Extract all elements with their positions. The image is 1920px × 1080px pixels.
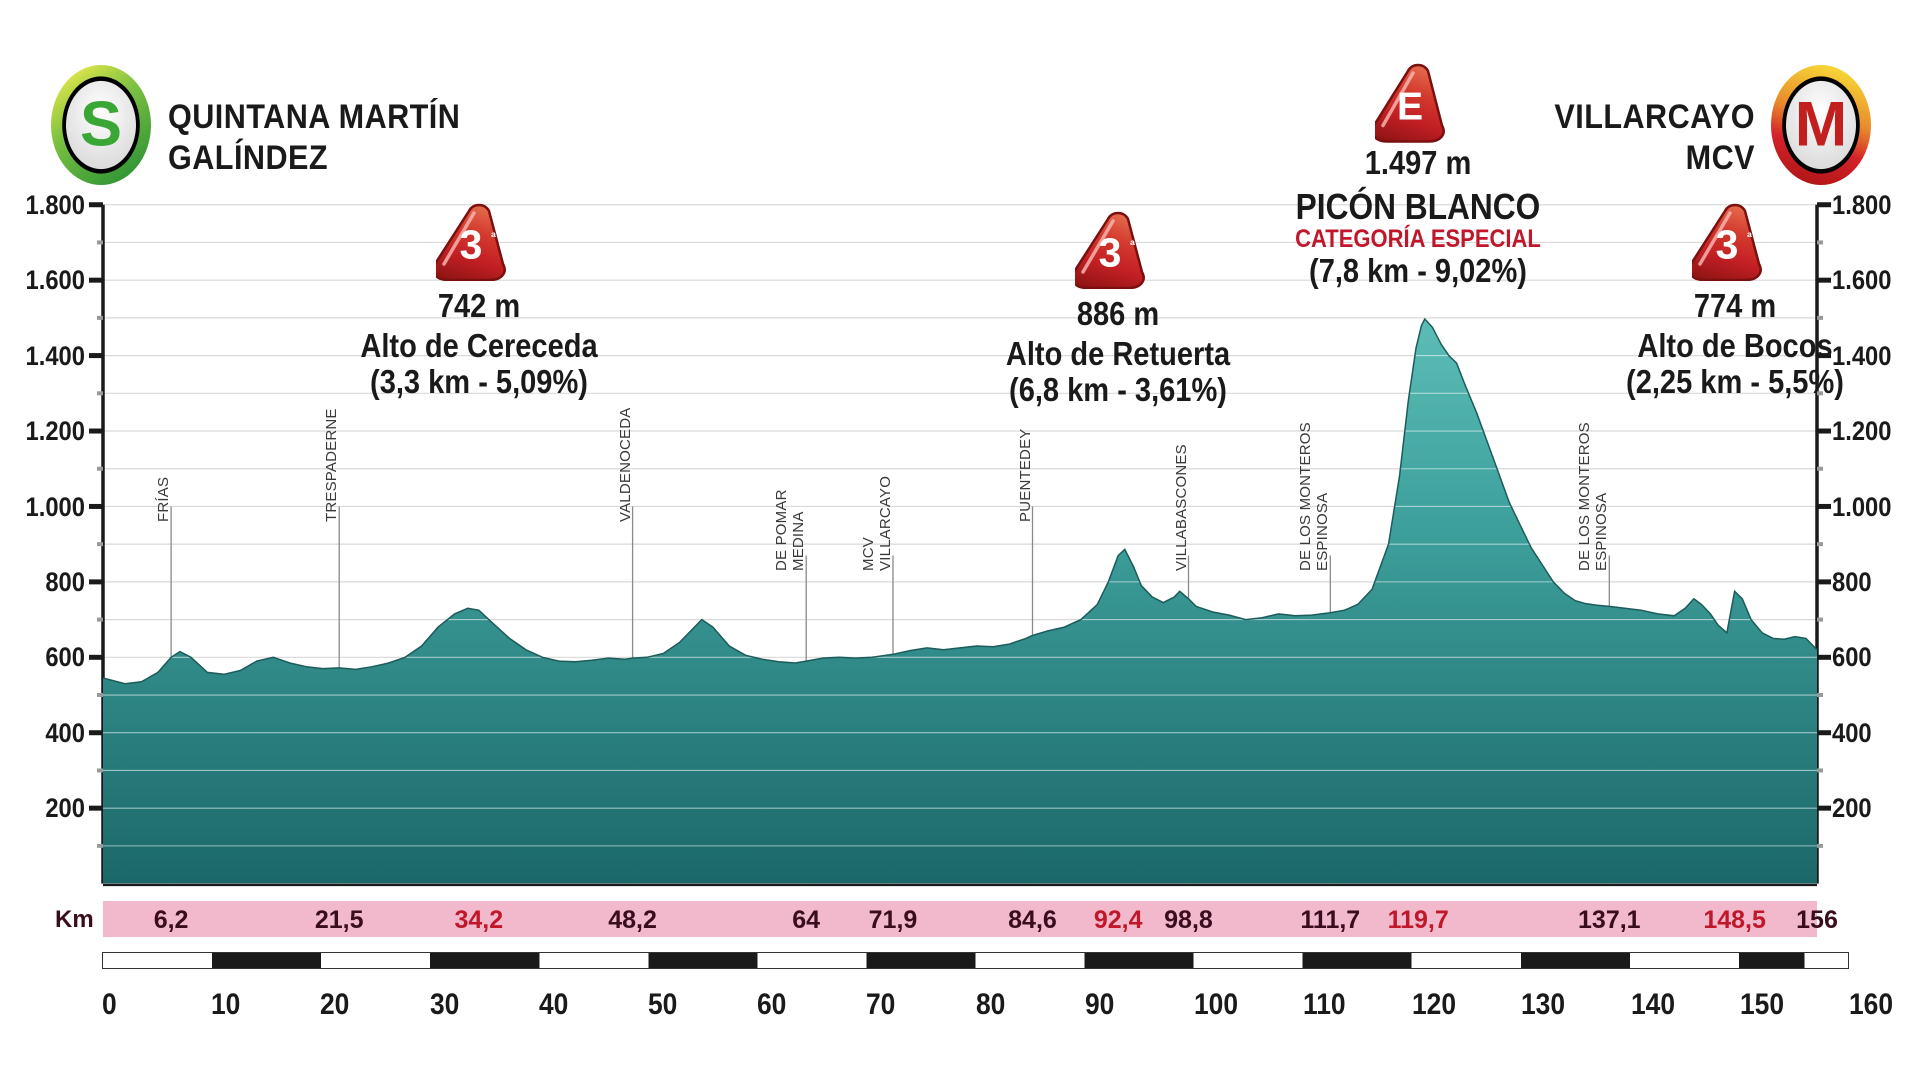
svg-text:3: 3 xyxy=(1715,222,1738,268)
svg-text:ª: ª xyxy=(491,229,496,244)
svg-text:ª: ª xyxy=(1747,229,1752,244)
svg-text:3: 3 xyxy=(1099,230,1122,276)
svg-text:3: 3 xyxy=(459,222,482,268)
svg-text:E: E xyxy=(1397,86,1423,129)
svg-text:ª: ª xyxy=(1130,237,1135,252)
